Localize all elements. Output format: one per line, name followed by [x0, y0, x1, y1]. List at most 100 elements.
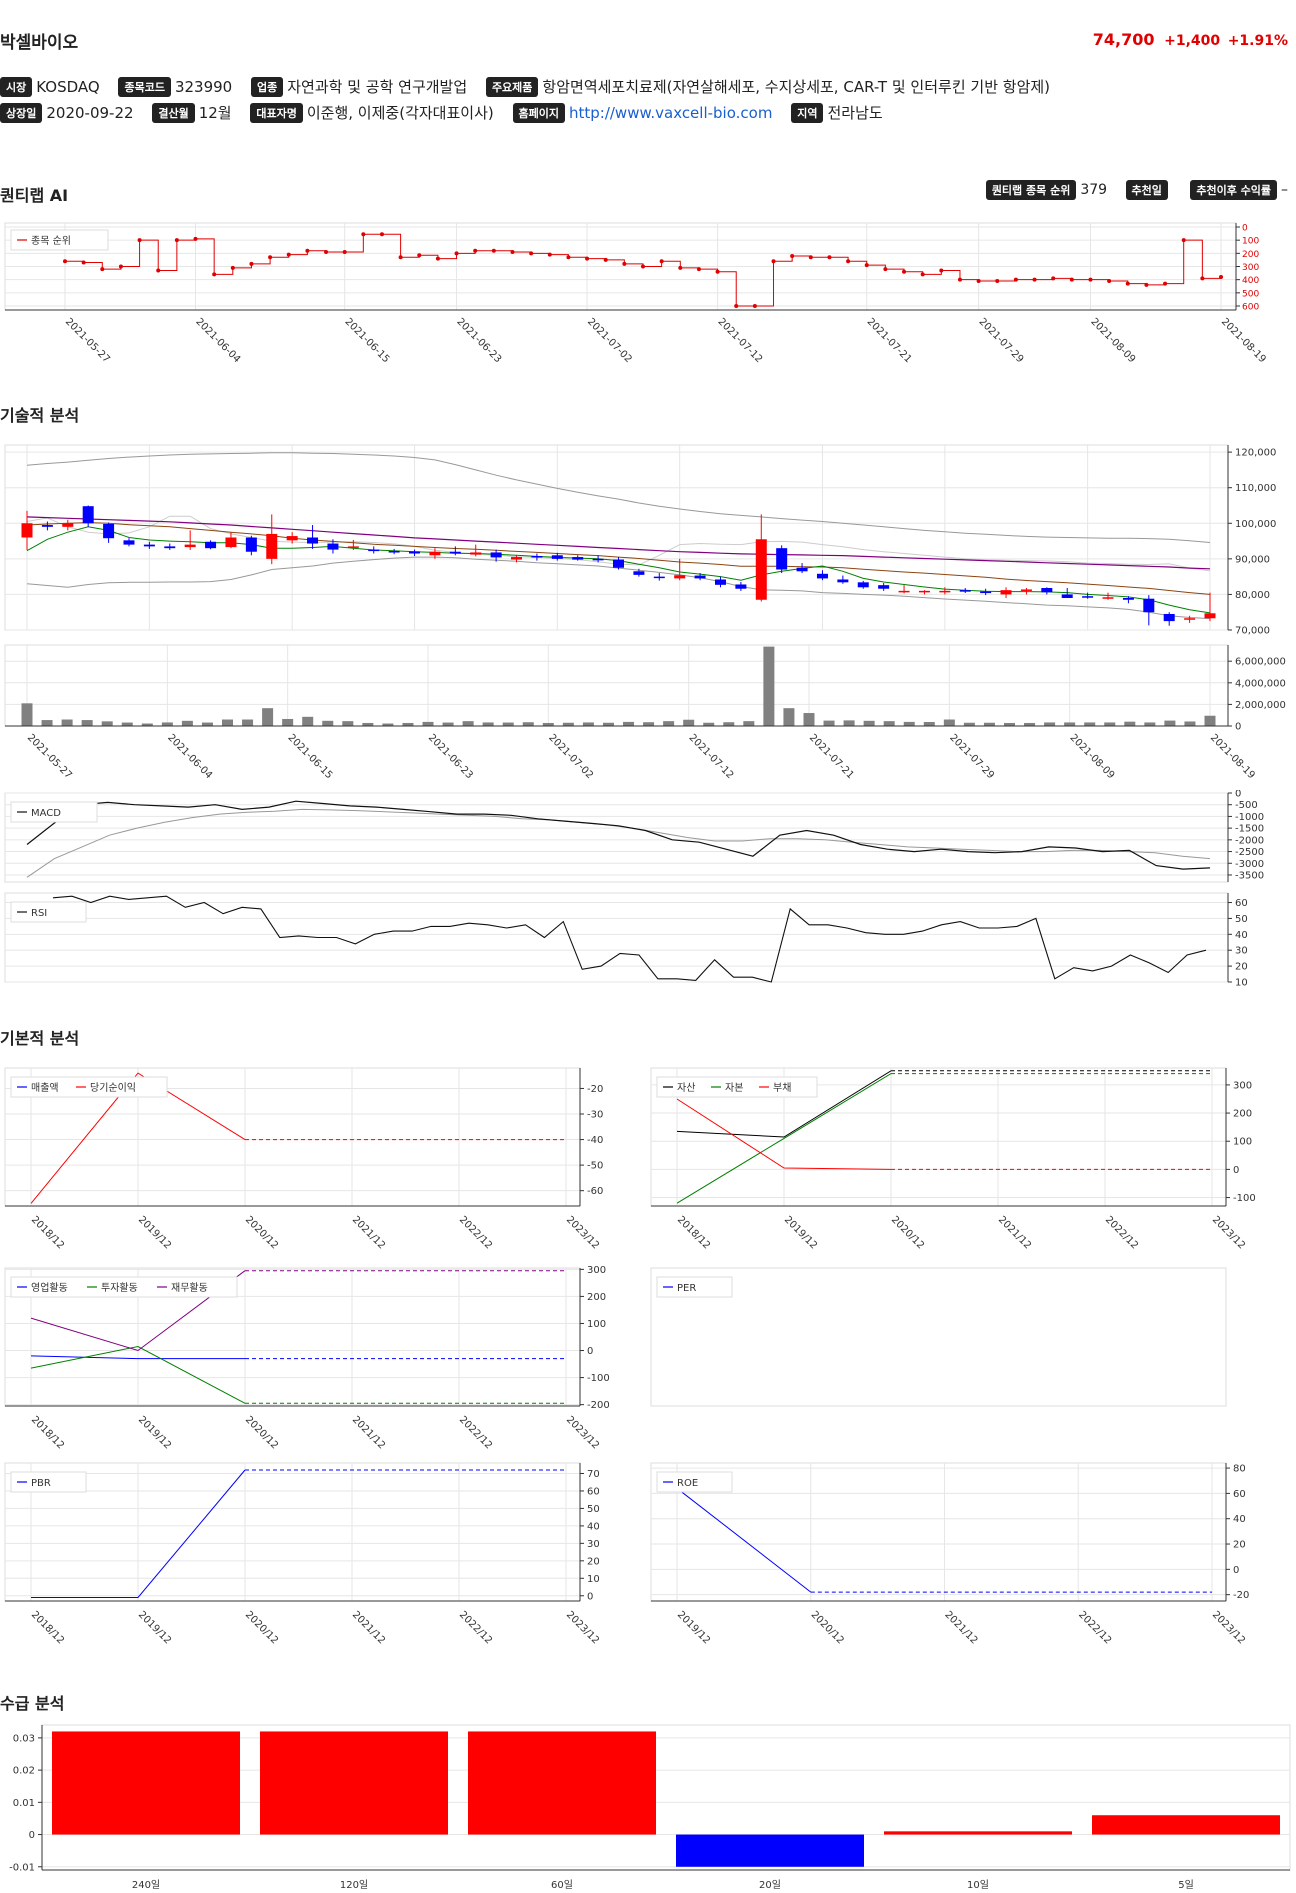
x-tick-label: 60일	[551, 1879, 573, 1890]
x-tick-label: 2021-07-21	[865, 316, 914, 365]
x-tick-label: 2023/12	[564, 1214, 601, 1251]
volume-bar	[823, 720, 835, 726]
x-tick-label: 2018/12	[29, 1414, 66, 1451]
candle-body	[653, 576, 665, 579]
y-tick-label: 20	[1233, 1540, 1246, 1551]
rank-point	[957, 277, 962, 282]
rank-point	[641, 264, 645, 269]
candle-body	[1204, 613, 1216, 619]
rank-point	[1088, 277, 1093, 282]
y-tick-label: 300	[587, 1265, 606, 1276]
y-tick-label: 100	[1233, 1137, 1252, 1148]
x-tick-label: 2022/12	[457, 1609, 494, 1646]
candle-body	[613, 559, 624, 568]
volume-bar	[302, 716, 314, 726]
plot-frame	[4, 892, 1229, 983]
volume-bar	[1044, 722, 1056, 726]
x-tick-label: 2021-07-12	[687, 732, 736, 781]
volume-bar	[643, 722, 655, 726]
supply-bar	[1092, 1815, 1280, 1835]
supply-bar	[468, 1731, 656, 1835]
rank-point	[1107, 278, 1112, 283]
rank-point	[118, 264, 123, 269]
legend-box	[10, 1471, 87, 1493]
x-tick-label: 2023/12	[1210, 1609, 1247, 1646]
volume-bar	[422, 721, 434, 726]
volume-bar	[101, 721, 113, 726]
rank-point	[771, 259, 776, 264]
y-tick-label: -50	[587, 1161, 603, 1172]
y-tick-label: 60	[1233, 1489, 1246, 1500]
x-tick-label: 2021-08-19	[1219, 316, 1268, 365]
volume-bar	[161, 722, 173, 726]
x-tick-label: 2021/12	[350, 1214, 387, 1251]
candle-body	[388, 551, 400, 553]
x-tick-label: 2021-07-02	[546, 732, 595, 781]
homepage-link[interactable]: http://www.vaxcell-bio.com	[568, 103, 773, 122]
rank-point	[529, 251, 534, 256]
candle-body	[245, 537, 257, 552]
volume-bar	[943, 719, 955, 726]
rank-point	[249, 261, 254, 266]
supply-bar	[260, 1731, 448, 1835]
market-value: KOSDAQ	[36, 77, 100, 96]
y-tick-label: 20	[1235, 962, 1248, 973]
supply-bar	[676, 1834, 864, 1867]
rec-date-tag: 추천일	[1125, 180, 1168, 200]
volume-bar	[1124, 721, 1136, 726]
x-tick-label: 2023/12	[1210, 1214, 1247, 1251]
y-tick-label: 40	[587, 1521, 600, 1532]
y-tick-label: -0.01	[9, 1862, 35, 1873]
volume-bar	[1064, 722, 1076, 726]
x-tick-label: 2020/12	[809, 1609, 846, 1646]
series-line	[30, 1345, 246, 1404]
x-tick-label: 2021-08-19	[1208, 732, 1257, 781]
volume-bar	[803, 713, 815, 726]
x-tick-label: 2021-06-15	[343, 316, 392, 365]
pbr-chart: 70 60 50 40 30 20 10 0 2018/12 2019/12 2020/12 2021…	[4, 1462, 601, 1646]
candle-body	[1102, 597, 1114, 599]
rank-tag: 퀀티랩 종목 순위	[985, 180, 1077, 200]
y-tick-label: 0	[587, 1591, 593, 1602]
volume-bar	[903, 721, 915, 726]
fiscal-value: 12월	[198, 104, 232, 122]
rsi-chart: 10 20 30 40 50 60 RSI	[4, 892, 1248, 989]
candle-body	[572, 557, 584, 560]
candle-body	[429, 551, 441, 556]
volume-bar	[743, 721, 755, 726]
rank-point	[603, 257, 608, 262]
x-tick-label: 2021-07-02	[585, 316, 634, 365]
x-tick-label: 2020/12	[243, 1414, 280, 1451]
y-tick-label: 100	[587, 1319, 606, 1330]
rank-value: 379	[1080, 182, 1108, 198]
candle-body	[184, 544, 196, 548]
industry-tag: 업종	[251, 76, 284, 97]
rank-point	[1181, 238, 1186, 243]
rank-point	[473, 248, 478, 253]
rank-point	[1125, 281, 1130, 286]
volume-bar	[1144, 722, 1156, 726]
balance-sheet-chart: 300 200 100 0 -100 2018/12 2019/12 2020/12 2021/…	[650, 1067, 1256, 1251]
rank-point	[883, 267, 888, 272]
y-tick-label: 0	[29, 1830, 35, 1841]
candle-body	[41, 525, 53, 527]
candle-body	[1122, 597, 1134, 600]
x-tick-label: 2021-06-04	[193, 316, 242, 365]
rank-point	[585, 256, 590, 261]
volume-bar	[602, 722, 614, 726]
rank-chart: 0 100 200 300 400 500 600 2021-05-27 2021-06-04 2…	[4, 222, 1268, 365]
y-tick-label: -60	[587, 1186, 603, 1197]
candle-body	[714, 579, 726, 585]
y-tick-label: 0	[587, 1346, 593, 1357]
y-tick-label: 20	[587, 1556, 600, 1567]
x-tick-label: 2021-06-04	[165, 732, 214, 781]
volume-bar	[963, 722, 975, 726]
volume-bar	[222, 719, 234, 726]
candle-body	[347, 546, 359, 548]
candle-body	[1143, 598, 1155, 613]
volume-bar	[181, 720, 193, 726]
y-tick-label: 4,000,000	[1235, 678, 1286, 689]
x-tick-label: 2018/12	[29, 1214, 66, 1251]
code-tag: 종목코드	[118, 76, 171, 97]
ceo-value: 이준행, 이제중(각자대표이사)	[306, 104, 494, 122]
